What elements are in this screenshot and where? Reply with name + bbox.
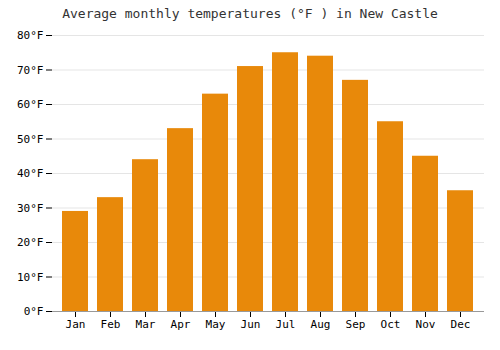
svg-text:80°F: 80°F	[17, 29, 44, 42]
svg-text:70°F: 70°F	[17, 64, 44, 77]
svg-text:60°F: 60°F	[17, 98, 44, 111]
svg-text:Jan: Jan	[66, 318, 86, 331]
svg-text:Mar: Mar	[136, 318, 156, 331]
svg-text:Dec: Dec	[451, 318, 471, 331]
svg-text:Oct: Oct	[381, 318, 401, 331]
svg-text:Jun: Jun	[241, 318, 261, 331]
svg-text:Nov: Nov	[416, 318, 436, 331]
svg-text:Sep: Sep	[346, 318, 366, 331]
svg-text:0°F: 0°F	[24, 305, 44, 318]
svg-text:May: May	[206, 318, 226, 331]
svg-text:50°F: 50°F	[17, 133, 44, 146]
svg-text:Apr: Apr	[171, 318, 191, 331]
svg-text:Feb: Feb	[101, 318, 121, 331]
svg-text:40°F: 40°F	[17, 167, 44, 180]
svg-text:20°F: 20°F	[17, 236, 44, 249]
svg-text:30°F: 30°F	[17, 202, 44, 215]
html-text:Average monthly temperatures (: Average monthly temperatures (°F ) in Ne…	[62, 6, 438, 21]
svg-text:Aug: Aug	[311, 318, 331, 331]
svg-text:Jul: Jul	[276, 318, 296, 331]
svg-text:10°F: 10°F	[17, 271, 44, 284]
